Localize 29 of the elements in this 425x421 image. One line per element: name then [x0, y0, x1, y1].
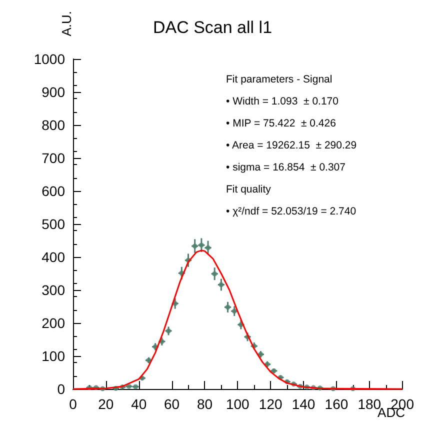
y-tick-label: 200: [42, 315, 66, 331]
y-tick-label: 1000: [34, 51, 66, 67]
x-tick-label: 140: [292, 396, 316, 412]
x-tick-label: 0: [69, 396, 78, 412]
annotation: • Width = 1.093 ± 0.170: [226, 96, 339, 108]
y-tick-label: 100: [42, 348, 66, 364]
annotation: • MIP = 75.422 ± 0.426: [226, 118, 336, 130]
y-tick-label: 600: [42, 183, 66, 199]
y-tick-label: 0: [57, 381, 66, 397]
x-tick-label: 60: [164, 396, 180, 412]
y-tick-label: 300: [42, 282, 66, 298]
x-tick-label: 160: [324, 396, 348, 412]
annotation: Fit quality: [226, 184, 272, 196]
x-tick-label: 120: [258, 396, 282, 412]
annotation: • χ²/ndf = 52.053/19 = 2.740: [226, 206, 356, 218]
y-tick-label: 900: [42, 84, 66, 100]
x-tick-label: 100: [226, 396, 250, 412]
annotation: • sigma = 16.854 ± 0.307: [226, 162, 346, 174]
y-tick-label: 400: [42, 249, 66, 265]
annotation: Fit parameters - Signal: [226, 74, 332, 86]
x-tick-label: 40: [131, 396, 147, 412]
y-axis-title: A.U.: [59, 11, 74, 36]
x-tick-label: 80: [196, 396, 213, 412]
y-tick-label: 700: [42, 150, 66, 166]
x-tick-label: 20: [98, 396, 114, 412]
y-tick-label: 800: [42, 117, 66, 133]
annotation: • Area = 19262.15 ± 290.29: [226, 140, 357, 152]
y-tick-label: 500: [42, 216, 66, 232]
chart-title: DAC Scan all l1: [152, 18, 272, 37]
